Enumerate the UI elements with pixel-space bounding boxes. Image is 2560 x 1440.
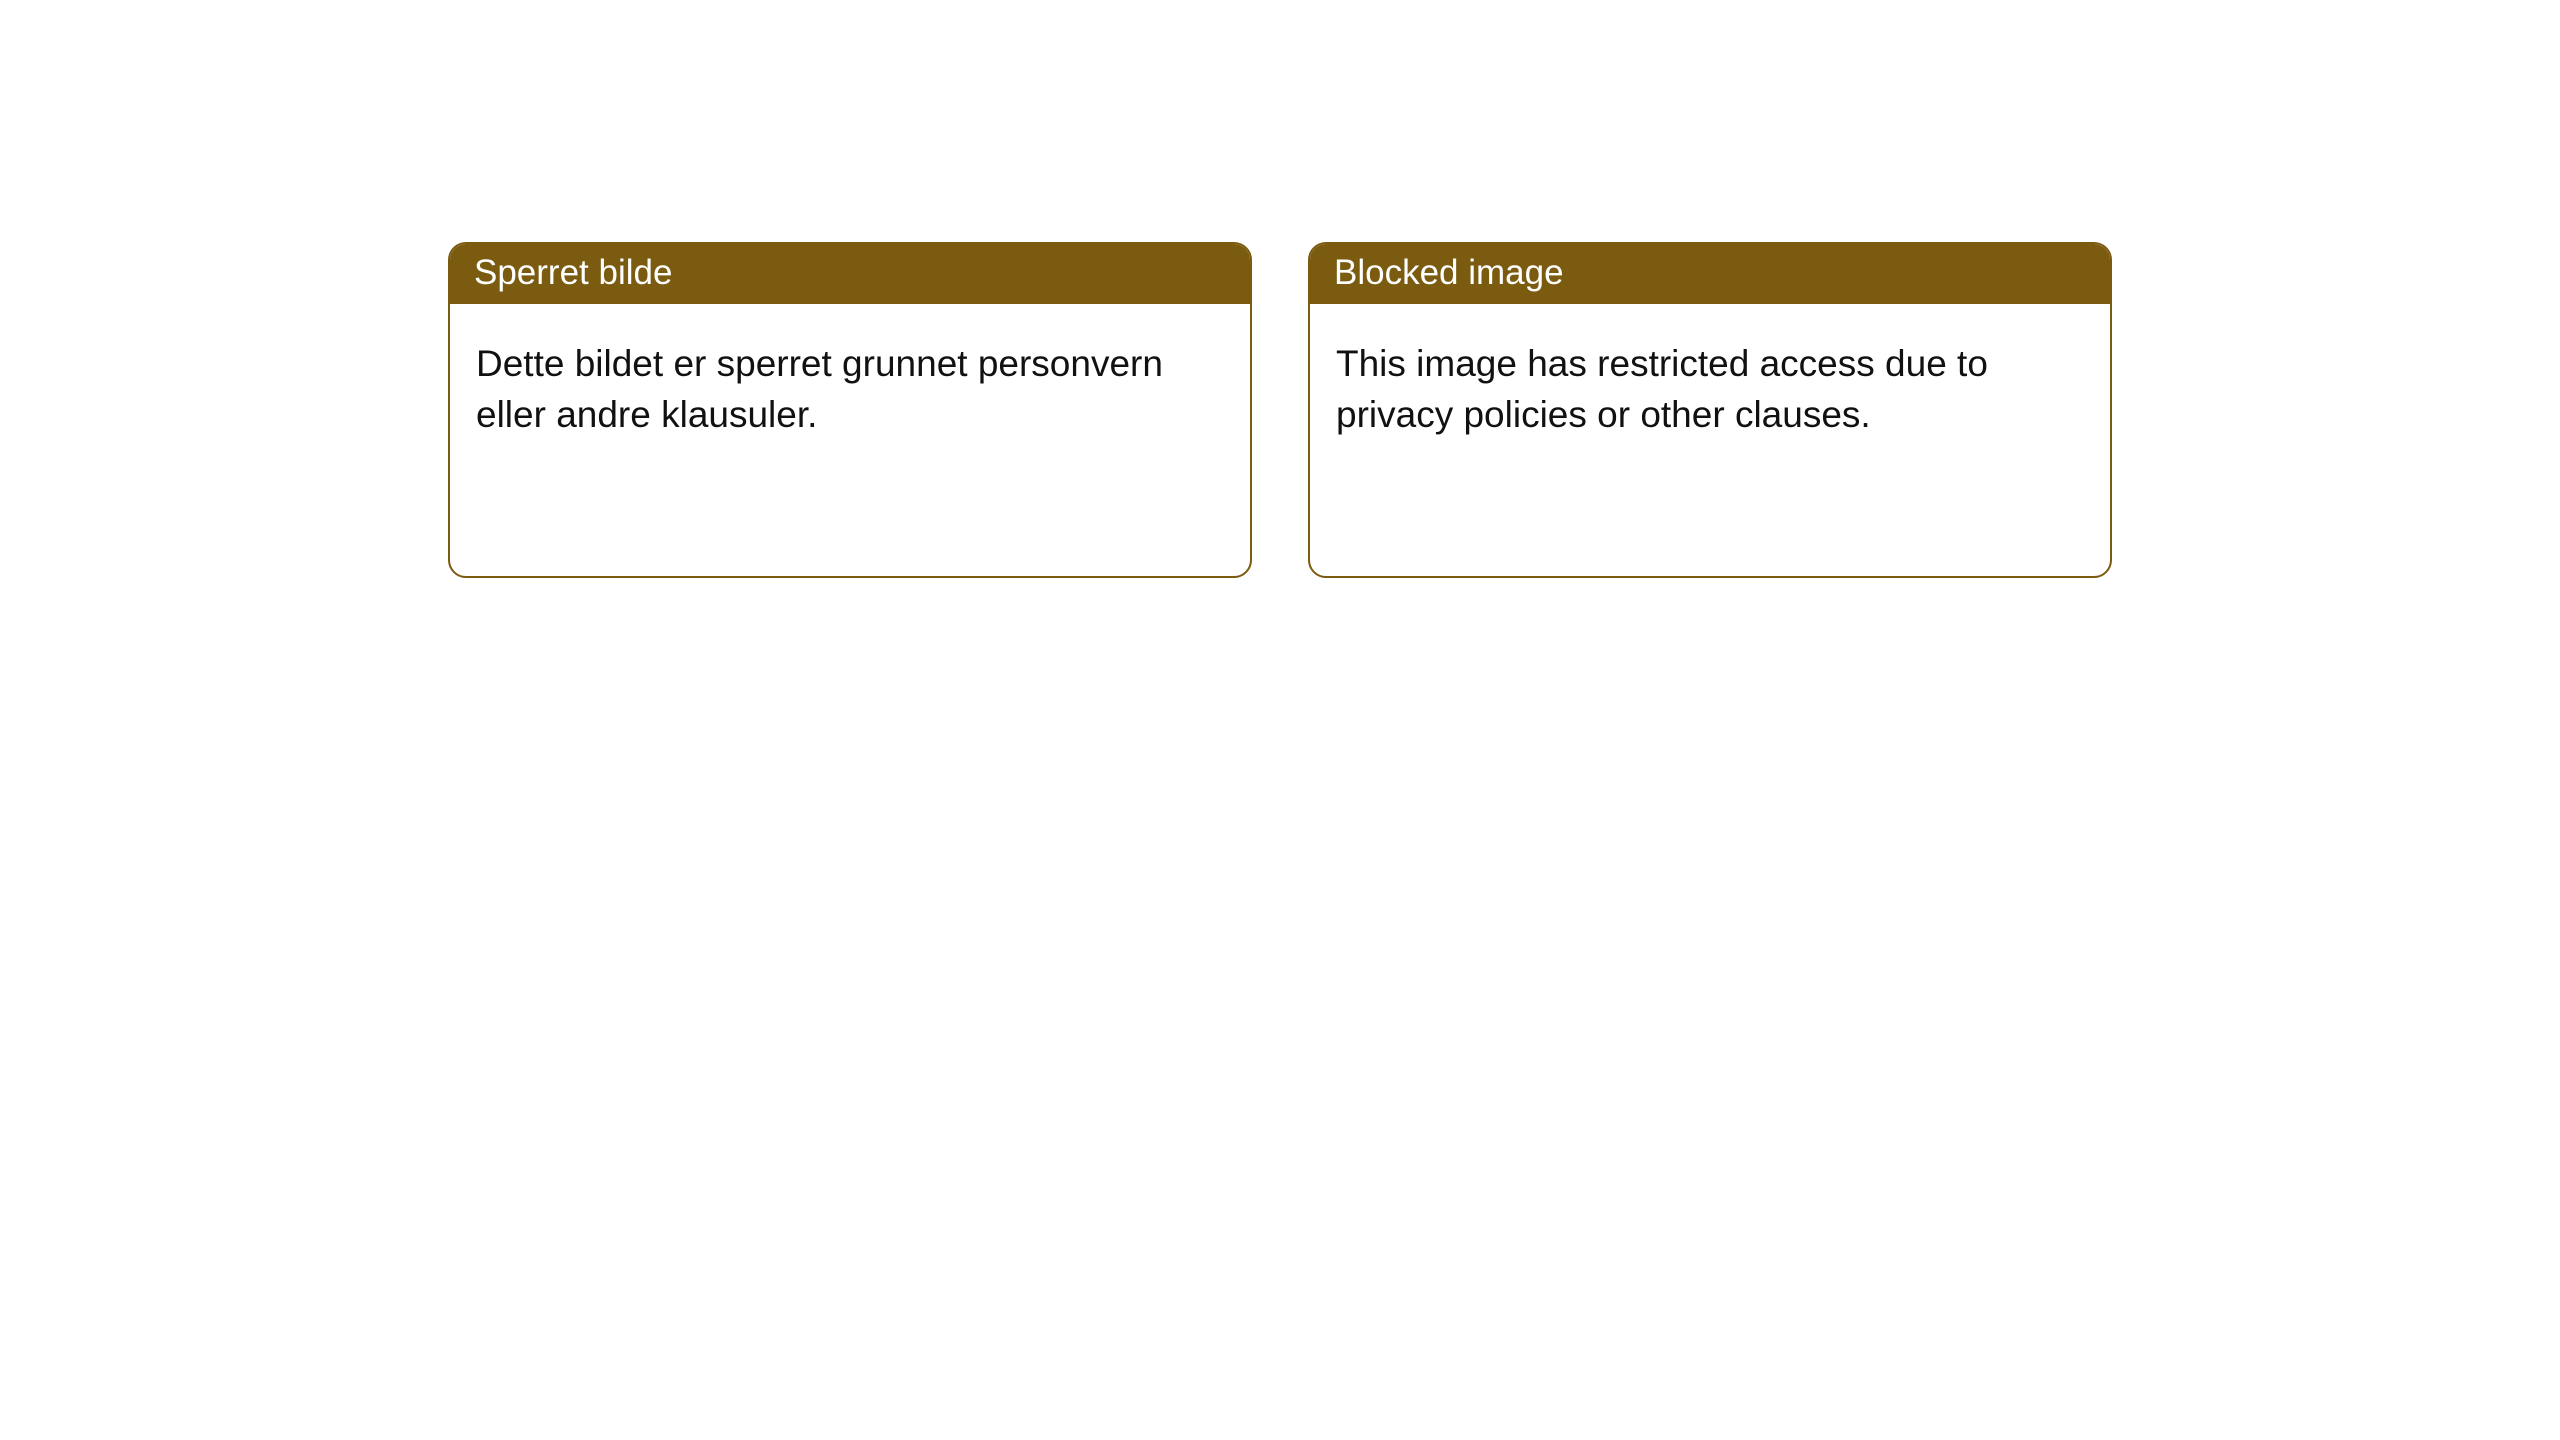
blocked-image-card-english: Blocked image This image has restricted … — [1308, 242, 2112, 578]
card-body: Dette bildet er sperret grunnet personve… — [450, 304, 1250, 474]
blocked-image-card-norwegian: Sperret bilde Dette bildet er sperret gr… — [448, 242, 1252, 578]
card-body: This image has restricted access due to … — [1310, 304, 2110, 474]
card-title: Blocked image — [1334, 253, 1564, 292]
card-header: Sperret bilde — [450, 244, 1250, 304]
card-body-text: This image has restricted access due to … — [1336, 343, 1988, 435]
cards-container: Sperret bilde Dette bildet er sperret gr… — [0, 0, 2560, 578]
card-header: Blocked image — [1310, 244, 2110, 304]
card-title: Sperret bilde — [474, 253, 672, 292]
card-body-text: Dette bildet er sperret grunnet personve… — [476, 343, 1163, 435]
